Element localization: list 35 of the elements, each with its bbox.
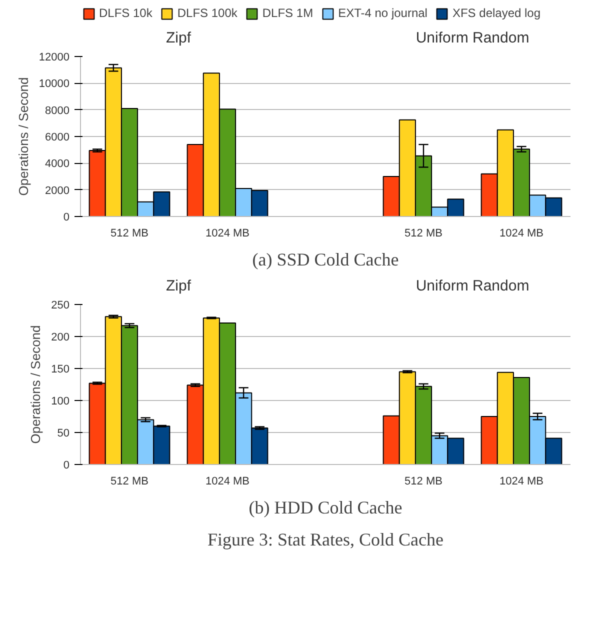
- x-tick-label: 512 MB: [110, 476, 148, 488]
- x-tick-label: 512 MB: [110, 228, 148, 240]
- y-tick-label: 200: [51, 332, 70, 344]
- y-tick-label: 10000: [38, 78, 70, 90]
- text: (a) SSD Cold Cache: [252, 250, 399, 270]
- x-tick-label: 1024 MB: [205, 228, 250, 240]
- y-tick-label: 2000: [45, 184, 70, 197]
- x-tick-label: 1024 MB: [499, 476, 544, 488]
- text: Zipf: [166, 30, 192, 46]
- y-tick-label: 50: [57, 428, 70, 440]
- y-tick-label: 250: [51, 300, 70, 312]
- y-axis-title: Operations / Second: [28, 325, 44, 444]
- legend-label: DLFS 1M: [262, 6, 314, 20]
- caption: Figure 3: Stat Rates, Cold Cache: [208, 530, 444, 550]
- y-tick-label: 0: [63, 212, 70, 224]
- y-tick-label: 6000: [45, 132, 70, 144]
- x-tick-label: 512 MB: [404, 228, 442, 240]
- y-axis-title: Operations / Second: [16, 77, 31, 196]
- x-tick-label: 1024 MB: [205, 476, 250, 488]
- y-tick-label: 0: [63, 460, 70, 472]
- text: (b) HDD Cold Cache: [248, 498, 402, 518]
- legend-label: EXT-4 no journal: [338, 6, 428, 20]
- y-tick-label: 8000: [45, 104, 70, 117]
- legend-label: DLFS 100k: [177, 6, 238, 20]
- y-tick-label: 4000: [45, 158, 70, 170]
- x-tick-label: 512 MB: [404, 476, 442, 488]
- text: Uniform Random: [416, 30, 530, 46]
- legend-label: XFS delayed log: [452, 6, 541, 20]
- text: Uniform Random: [416, 278, 530, 294]
- y-tick-label: 150: [51, 364, 70, 376]
- y-tick-label: 100: [51, 396, 70, 408]
- y-tick-label: 12000: [38, 52, 70, 64]
- legend-label: DLFS 10k: [99, 6, 152, 20]
- x-tick-label: 1024 MB: [499, 228, 544, 240]
- text: Zipf: [166, 278, 192, 294]
